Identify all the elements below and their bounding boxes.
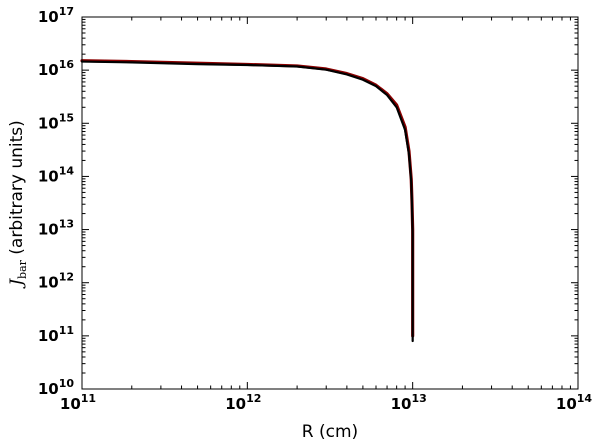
- x-axis-label: R (cm): [302, 422, 358, 441]
- y-tick-label-base: 10: [38, 380, 59, 398]
- y-tick-label: 1013: [38, 218, 74, 239]
- y-tick-label: 1015: [38, 111, 74, 132]
- y-tick-label-base: 10: [38, 327, 59, 345]
- x-tick-label-base: 10: [60, 395, 81, 413]
- y-tick-label-exp: 16: [59, 58, 75, 71]
- x-tick-labels: 1011 1012 1013 1014: [60, 392, 593, 413]
- y-tick-label: 1016: [38, 58, 75, 79]
- x-tick-label: 1011: [60, 392, 96, 413]
- y-tick-label: 1012: [38, 271, 74, 292]
- y-tick-label: 1010: [38, 377, 75, 398]
- x-tick-label-base: 10: [556, 395, 577, 413]
- y-tick-label-exp: 17: [59, 5, 74, 18]
- y-axis-label-symbol: J: [7, 278, 27, 289]
- y-tick-label-exp: 13: [59, 218, 74, 231]
- y-tick-label: 1017: [38, 5, 74, 26]
- y-tick-label-exp: 15: [59, 111, 74, 124]
- y-tick-label-base: 10: [38, 61, 59, 79]
- y-tick-label-base: 10: [38, 8, 59, 26]
- x-tick-label-exp: 13: [411, 392, 426, 405]
- y-axis-label-subscript: bar: [16, 259, 29, 279]
- y-axis-label: Jbar (arbitrary units): [7, 120, 29, 289]
- x-tick-label-exp: 11: [81, 392, 96, 405]
- series-line-0: [80, 59, 415, 338]
- y-tick-label-exp: 12: [59, 271, 74, 284]
- x-tick-label-base: 10: [391, 395, 412, 413]
- y-tick-label: 1014: [38, 164, 75, 185]
- y-tick-label-base: 10: [38, 114, 59, 132]
- x-tick-label-base: 10: [225, 395, 246, 413]
- ticks-layer: [81, 16, 579, 390]
- y-tick-label-exp: 10: [59, 377, 75, 390]
- x-tick-label-exp: 14: [577, 392, 593, 405]
- plot-frame: [81, 16, 579, 390]
- x-tick-label-exp: 12: [246, 392, 261, 405]
- x-tick-label: 1012: [225, 392, 261, 413]
- y-tick-label-exp: 11: [59, 324, 74, 337]
- y-tick-label-base: 10: [38, 167, 59, 185]
- x-tick-label: 1013: [391, 392, 427, 413]
- y-axis-label-rest: (arbitrary units): [7, 120, 27, 260]
- y-tick-label: 1011: [38, 324, 74, 345]
- series-line-1: [80, 60, 414, 343]
- y-tick-label-base: 10: [38, 274, 59, 292]
- series-layer: [80, 59, 415, 343]
- x-tick-label: 1014: [556, 392, 593, 413]
- y-tick-label-exp: 14: [59, 164, 75, 177]
- y-tick-label-base: 10: [38, 221, 59, 239]
